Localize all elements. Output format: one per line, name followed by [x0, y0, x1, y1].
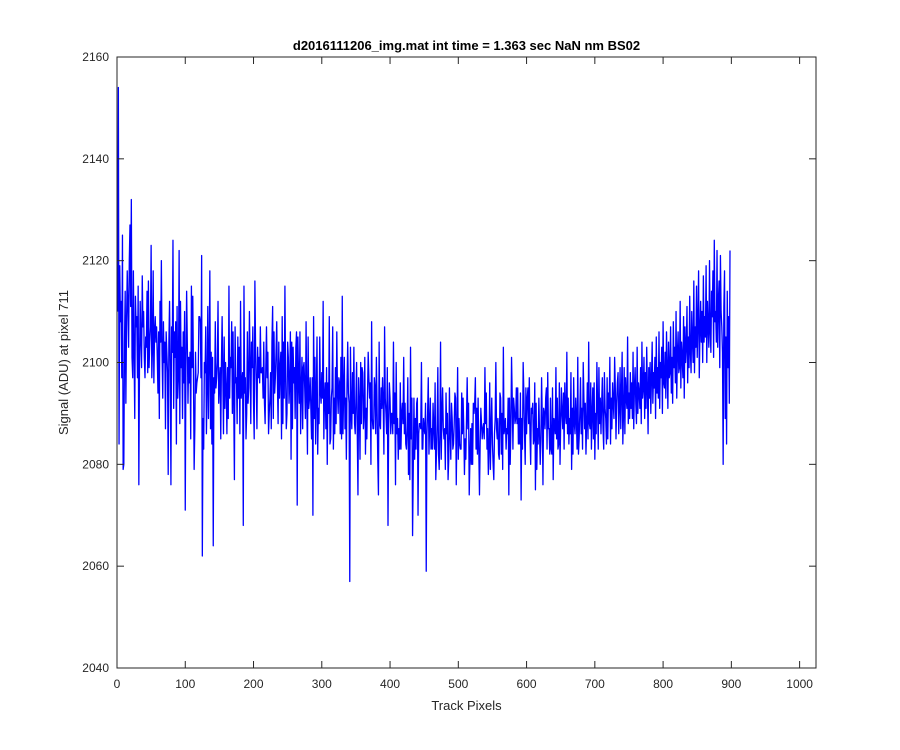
y-axis: 2040 2060 2080 2100 2120 2140 2160	[82, 50, 816, 675]
y-tick-label: 2060	[82, 559, 109, 573]
x-tick-label: 0	[114, 677, 121, 691]
x-axis: 0 100 200 300 400 500 600 700 800 900 1000	[114, 57, 813, 691]
x-tick-label: 300	[312, 677, 332, 691]
x-tick-label: 200	[244, 677, 264, 691]
y-tick-label: 2160	[82, 50, 109, 64]
x-tick-label: 100	[175, 677, 195, 691]
y-tick-label: 2040	[82, 661, 109, 675]
x-tick-label: 800	[653, 677, 673, 691]
x-tick-label: 1000	[786, 677, 813, 691]
series-line-0	[117, 86, 731, 583]
x-tick-label: 600	[517, 677, 537, 691]
y-tick-label: 2100	[82, 356, 109, 370]
x-tick-label: 900	[721, 677, 741, 691]
y-tick-label: 2120	[82, 254, 109, 268]
series-layer	[117, 86, 731, 583]
x-axis-label: Track Pixels	[431, 698, 502, 713]
x-tick-label: 500	[448, 677, 468, 691]
chart-title: d2016111206_img.mat int time = 1.363 sec…	[293, 38, 640, 53]
y-axis-label: Signal (ADU) at pixel 711	[56, 290, 71, 435]
x-tick-label: 700	[585, 677, 605, 691]
x-tick-label: 400	[380, 677, 400, 691]
y-tick-label: 2080	[82, 457, 109, 471]
y-tick-label: 2140	[82, 152, 109, 166]
